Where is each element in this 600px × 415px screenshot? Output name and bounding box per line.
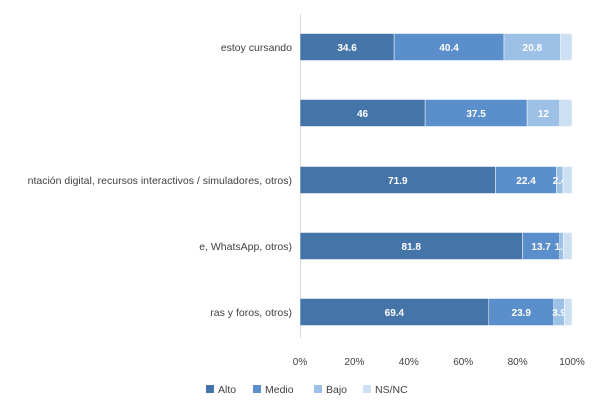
data-label: 20.8 <box>523 43 543 54</box>
category-label: ntación digital, recursos interactivos /… <box>28 175 292 187</box>
x-tick-label: 20% <box>344 357 364 368</box>
data-label: 40.4 <box>439 43 459 54</box>
bar-ns-nc <box>564 298 573 326</box>
legend-swatch <box>314 385 322 393</box>
x-tick-label: 60% <box>453 357 473 368</box>
data-label: 2.4 <box>553 176 567 187</box>
category-label: estoy cursando <box>221 42 292 54</box>
bar-ns-nc <box>562 166 573 194</box>
x-tick-label: 40% <box>399 357 419 368</box>
bar-alto <box>299 33 395 61</box>
legend-swatch <box>206 385 214 393</box>
category-label: e, WhatsApp, otros) <box>199 241 292 253</box>
bar-medio <box>495 166 557 194</box>
bar-bajo <box>503 33 561 61</box>
bar-ns-nc <box>560 33 573 61</box>
bar-medio <box>522 232 561 260</box>
x-tick-label: 80% <box>508 357 528 368</box>
legend-label: Medio <box>265 384 294 396</box>
data-label: 13.7 <box>531 242 551 253</box>
data-label: 71.9 <box>388 176 408 187</box>
data-label: 23.9 <box>512 308 532 319</box>
legend-label: NS/NC <box>375 384 408 396</box>
legend-label: Bajo <box>326 384 347 396</box>
legend-swatch <box>253 385 261 393</box>
data-label: 1.3 <box>555 242 569 253</box>
data-label: 69.4 <box>385 308 405 319</box>
bar-alto <box>299 298 490 326</box>
data-label: 46 <box>357 109 369 120</box>
bar-alto <box>299 232 523 260</box>
data-label: 81.8 <box>402 242 422 253</box>
bar-medio <box>393 33 505 61</box>
bar-ns-nc <box>563 232 573 260</box>
data-label: 34.6 <box>337 43 357 54</box>
x-tick-label: 100% <box>559 357 585 368</box>
data-label: 12 <box>538 109 550 120</box>
bar-bajo <box>526 99 561 127</box>
legend-label: Alto <box>218 384 236 396</box>
data-label: 22.4 <box>516 176 536 187</box>
x-tick-label: 0% <box>293 357 308 368</box>
legend-swatch <box>363 385 371 393</box>
bar-ns-nc <box>559 99 573 127</box>
data-label: 3.9 <box>552 308 566 319</box>
data-label: 37.5 <box>466 109 486 120</box>
category-label: ras y foros, otros) <box>210 307 292 319</box>
